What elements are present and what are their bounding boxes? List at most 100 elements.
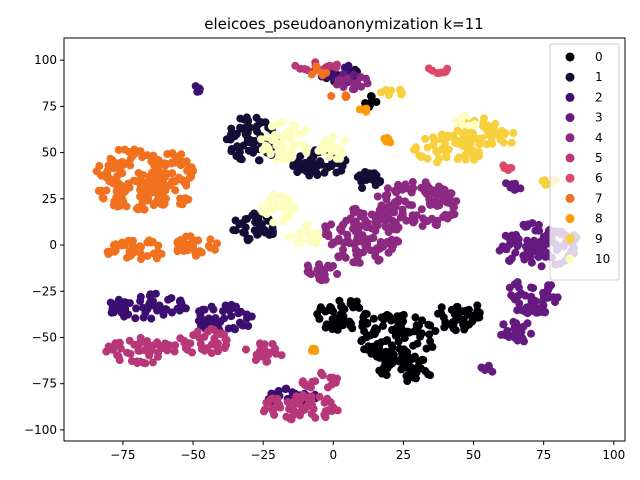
- point-series-0: [412, 368, 421, 377]
- point-series-5: [304, 400, 313, 409]
- point-series-0: [339, 312, 348, 321]
- x-tick-label: 100: [602, 448, 625, 462]
- legend-label-8: 8: [595, 212, 603, 226]
- point-series-4: [329, 238, 338, 247]
- point-series-3: [477, 363, 486, 372]
- point-series-3: [499, 320, 508, 329]
- y-tick-label: −25: [32, 284, 57, 298]
- point-series-10: [301, 225, 310, 234]
- point-series-2: [247, 312, 256, 321]
- point-series-4: [363, 79, 372, 88]
- point-series-7: [168, 177, 177, 186]
- point-series-10: [273, 203, 281, 211]
- point-series-5: [321, 413, 330, 422]
- point-series-9: [489, 128, 498, 136]
- point-series-1: [241, 215, 250, 224]
- point-series-9: [398, 88, 407, 97]
- point-series-5: [296, 64, 305, 73]
- point-series-1: [251, 218, 260, 227]
- point-series-5: [207, 349, 216, 358]
- point-series-7: [213, 239, 221, 248]
- point-series-5: [114, 352, 123, 361]
- point-series-5: [320, 398, 329, 407]
- point-series-10: [305, 237, 314, 246]
- point-series-5: [130, 340, 139, 349]
- point-series-7: [99, 194, 108, 203]
- series-6-points: [424, 64, 516, 175]
- point-series-5: [242, 345, 250, 354]
- point-series-0: [449, 320, 458, 329]
- point-series-5: [285, 405, 294, 413]
- point-series-0: [441, 318, 450, 327]
- point-series-0: [426, 371, 435, 380]
- point-series-3: [534, 220, 543, 229]
- point-series-2: [198, 305, 207, 314]
- point-series-7: [121, 187, 130, 196]
- point-series-5: [133, 359, 142, 368]
- point-series-3: [538, 297, 547, 306]
- chart-title: eleicoes_pseudoanonymization k=11: [204, 15, 483, 34]
- point-series-0: [369, 314, 378, 323]
- series-7-points: [92, 62, 351, 264]
- point-series-5: [277, 351, 286, 360]
- legend-marker-4: [565, 133, 575, 143]
- point-series-2: [131, 314, 140, 323]
- point-series-4: [408, 211, 417, 220]
- point-series-7: [118, 238, 127, 247]
- point-series-2: [151, 289, 160, 298]
- point-series-5: [222, 336, 231, 345]
- point-series-3: [502, 179, 510, 188]
- point-series-3: [513, 280, 521, 289]
- point-series-10: [268, 191, 277, 200]
- point-series-4: [394, 195, 403, 204]
- point-series-10: [280, 216, 289, 225]
- point-series-9: [412, 143, 420, 152]
- point-series-9: [451, 138, 460, 147]
- point-series-7: [174, 244, 182, 253]
- point-series-1: [313, 171, 322, 180]
- point-series-4: [362, 223, 371, 232]
- point-series-0: [335, 296, 344, 305]
- point-series-4: [359, 209, 368, 218]
- point-series-7: [342, 92, 351, 101]
- point-series-0: [399, 310, 408, 319]
- x-tick-label: −75: [110, 448, 135, 462]
- point-series-9: [487, 134, 496, 143]
- point-series-10: [340, 136, 349, 145]
- point-series-1: [289, 160, 298, 169]
- point-series-5: [321, 407, 330, 416]
- point-series-4: [383, 215, 392, 224]
- point-series-1: [362, 176, 371, 184]
- point-series-7: [327, 92, 336, 100]
- point-series-7: [185, 164, 194, 173]
- point-series-0: [405, 353, 414, 362]
- point-series-10: [287, 126, 296, 135]
- y-tick-label: −100: [24, 423, 57, 437]
- point-series-1: [257, 118, 266, 127]
- point-series-5: [263, 357, 272, 366]
- point-series-9: [417, 153, 426, 161]
- point-series-0: [328, 325, 337, 333]
- point-series-0: [377, 313, 386, 322]
- point-series-0: [388, 343, 397, 352]
- point-series-3: [511, 319, 520, 328]
- point-series-3: [520, 254, 529, 263]
- point-series-10: [464, 121, 473, 130]
- x-tick-label: 25: [396, 448, 411, 462]
- point-series-6: [428, 66, 437, 75]
- point-series-7: [138, 179, 147, 188]
- point-series-10: [314, 146, 323, 155]
- point-series-4: [391, 186, 399, 195]
- point-series-7: [155, 185, 164, 194]
- point-series-5: [180, 338, 189, 347]
- point-series-0: [372, 98, 381, 106]
- point-series-7: [161, 159, 170, 168]
- point-series-7: [187, 172, 196, 181]
- series-8-points: [307, 104, 395, 356]
- point-series-0: [367, 92, 376, 101]
- legend-label-6: 6: [595, 171, 603, 185]
- point-series-5: [251, 356, 260, 365]
- point-series-7: [104, 250, 113, 258]
- point-series-4: [343, 75, 352, 83]
- point-series-1: [255, 156, 264, 165]
